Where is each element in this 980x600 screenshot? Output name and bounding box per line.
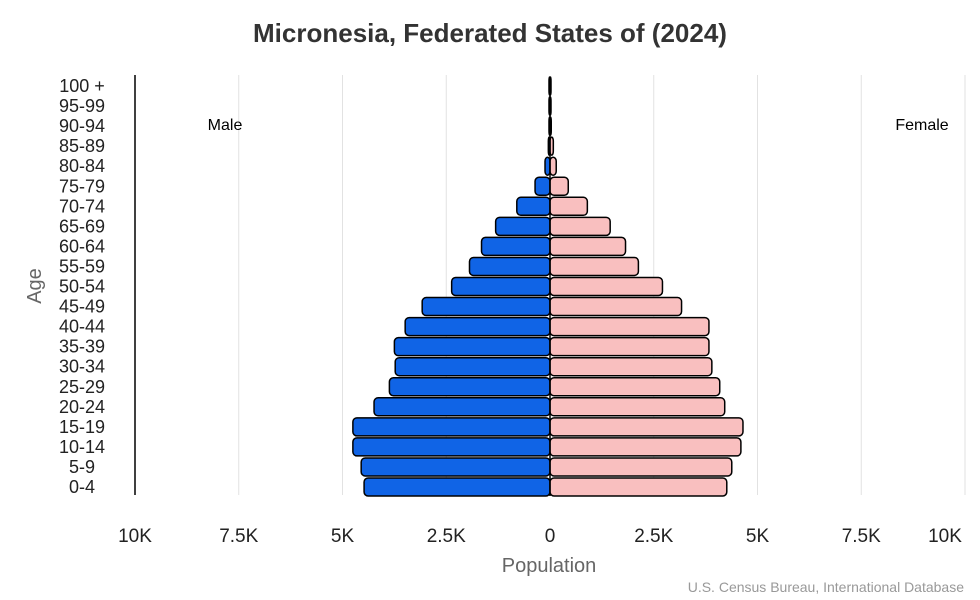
bar-female <box>549 216 611 237</box>
bar-female <box>549 397 726 417</box>
y-tick-label: 85-89 <box>59 136 105 156</box>
y-tick-label: 30-34 <box>59 357 105 377</box>
bar-male <box>494 216 551 237</box>
y-tick-label: 0-4 <box>69 477 95 497</box>
x-tick-label: 7.5K <box>842 526 881 547</box>
bar-male <box>363 477 551 497</box>
y-tick-label: 5-9 <box>69 457 95 477</box>
bar-male <box>480 236 551 257</box>
y-tick-label: 70-74 <box>59 196 105 216</box>
x-tick-label: 2.5K <box>427 526 466 547</box>
x-tick-label: 10K <box>928 526 962 547</box>
y-tick-label: 75-79 <box>59 176 105 196</box>
y-axis-label: Age <box>24 268 46 304</box>
x-axis-label: Population <box>502 555 597 577</box>
bar-female <box>549 377 721 397</box>
bar-male <box>352 417 551 437</box>
y-tick-label: 50-54 <box>59 277 105 297</box>
bar-male <box>360 457 551 477</box>
y-tick-label: 10-14 <box>59 437 105 457</box>
source-note: U.S. Census Bureau, International Databa… <box>688 579 964 595</box>
y-tick-label: 60-64 <box>59 236 105 256</box>
y-tick-label: 45-49 <box>59 297 105 317</box>
y-tick-label: 80-84 <box>59 156 105 176</box>
y-tick-label: 100 + <box>59 76 105 96</box>
bar-male <box>450 276 551 297</box>
bar-male <box>373 397 551 417</box>
bar-female <box>549 296 683 317</box>
y-tick-label: 90-94 <box>59 116 105 136</box>
y-tick-label: 35-39 <box>59 337 105 357</box>
bar-female <box>549 236 627 257</box>
x-tick-label: 0 <box>545 526 556 547</box>
legend-female: Female <box>895 117 948 134</box>
bar-male <box>468 256 551 277</box>
y-tick-label: 25-29 <box>59 377 105 397</box>
bar-female <box>549 457 733 477</box>
bar-male <box>421 296 551 317</box>
bar-male <box>388 377 551 397</box>
bar-male <box>394 356 551 377</box>
x-tick-label: 5K <box>746 526 770 547</box>
y-tick-label: 65-69 <box>59 216 105 236</box>
bar-female <box>549 156 557 176</box>
bar-female <box>549 336 710 357</box>
x-tick-label: 2.5K <box>634 526 673 547</box>
bar-female <box>549 176 570 196</box>
y-tick-label: 95-99 <box>59 96 105 116</box>
bar-female <box>549 256 640 277</box>
legend-male: Male <box>208 117 243 134</box>
bar-female <box>549 196 589 217</box>
bar-female <box>549 276 664 297</box>
y-tick-label: 15-19 <box>59 417 105 437</box>
bar-female <box>549 437 742 457</box>
bar-male <box>534 176 551 196</box>
x-tick-label: 7.5K <box>219 526 258 547</box>
bar-female <box>549 417 744 437</box>
bar-male <box>404 316 551 337</box>
y-tick-label: 40-44 <box>59 317 105 337</box>
chart-title: Micronesia, Federated States of (2024) <box>253 18 727 48</box>
y-tick-label: 55-59 <box>59 256 105 276</box>
bar-male <box>393 336 551 357</box>
x-tick-label: 10K <box>118 526 152 547</box>
bar-female <box>549 316 710 337</box>
bar-male <box>516 196 551 217</box>
bar-female <box>549 477 728 497</box>
bar-male <box>352 437 551 457</box>
bar-female <box>549 356 713 377</box>
x-tick-label: 5K <box>331 526 355 547</box>
y-tick-label: 20-24 <box>59 397 105 417</box>
